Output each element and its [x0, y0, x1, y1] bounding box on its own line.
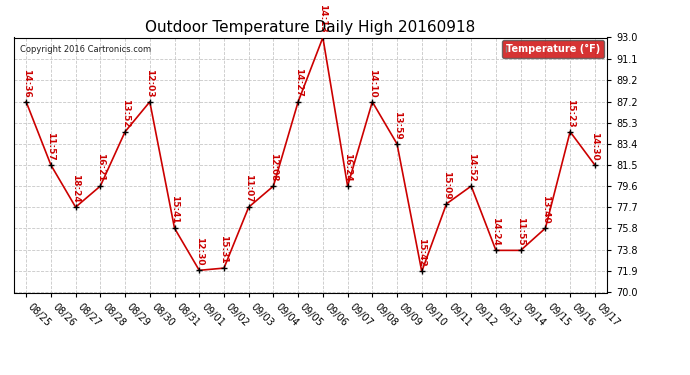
- Text: 14:30: 14:30: [591, 132, 600, 160]
- Text: 12:08: 12:08: [269, 153, 278, 182]
- Text: 14:36: 14:36: [21, 69, 30, 98]
- Text: 13:40: 13:40: [541, 195, 550, 224]
- Text: 12:03: 12:03: [146, 69, 155, 98]
- Text: 13:59: 13:59: [393, 111, 402, 140]
- Text: 15:31: 15:31: [219, 235, 228, 264]
- Text: 16:24: 16:24: [343, 153, 352, 182]
- Text: 11:55: 11:55: [516, 217, 525, 246]
- Text: 14:13: 14:13: [318, 4, 327, 33]
- Text: 18:24: 18:24: [71, 174, 80, 203]
- Text: 14:52: 14:52: [466, 153, 475, 182]
- Text: 15:42: 15:42: [417, 238, 426, 267]
- Text: 14:10: 14:10: [368, 69, 377, 98]
- Text: 14:24: 14:24: [491, 217, 500, 246]
- Text: 16:21: 16:21: [96, 153, 105, 182]
- Legend: Temperature (°F): Temperature (°F): [502, 40, 604, 58]
- Title: Outdoor Temperature Daily High 20160918: Outdoor Temperature Daily High 20160918: [146, 20, 475, 35]
- Text: 13:52: 13:52: [121, 99, 130, 127]
- Text: 11:07: 11:07: [244, 174, 253, 203]
- Text: Copyright 2016 Cartronics.com: Copyright 2016 Cartronics.com: [20, 45, 151, 54]
- Text: 14:27: 14:27: [294, 69, 303, 98]
- Text: 11:57: 11:57: [46, 132, 55, 160]
- Text: 15:23: 15:23: [566, 99, 575, 127]
- Text: 15:09: 15:09: [442, 171, 451, 200]
- Text: 12:30: 12:30: [195, 237, 204, 266]
- Text: 15:41: 15:41: [170, 195, 179, 224]
